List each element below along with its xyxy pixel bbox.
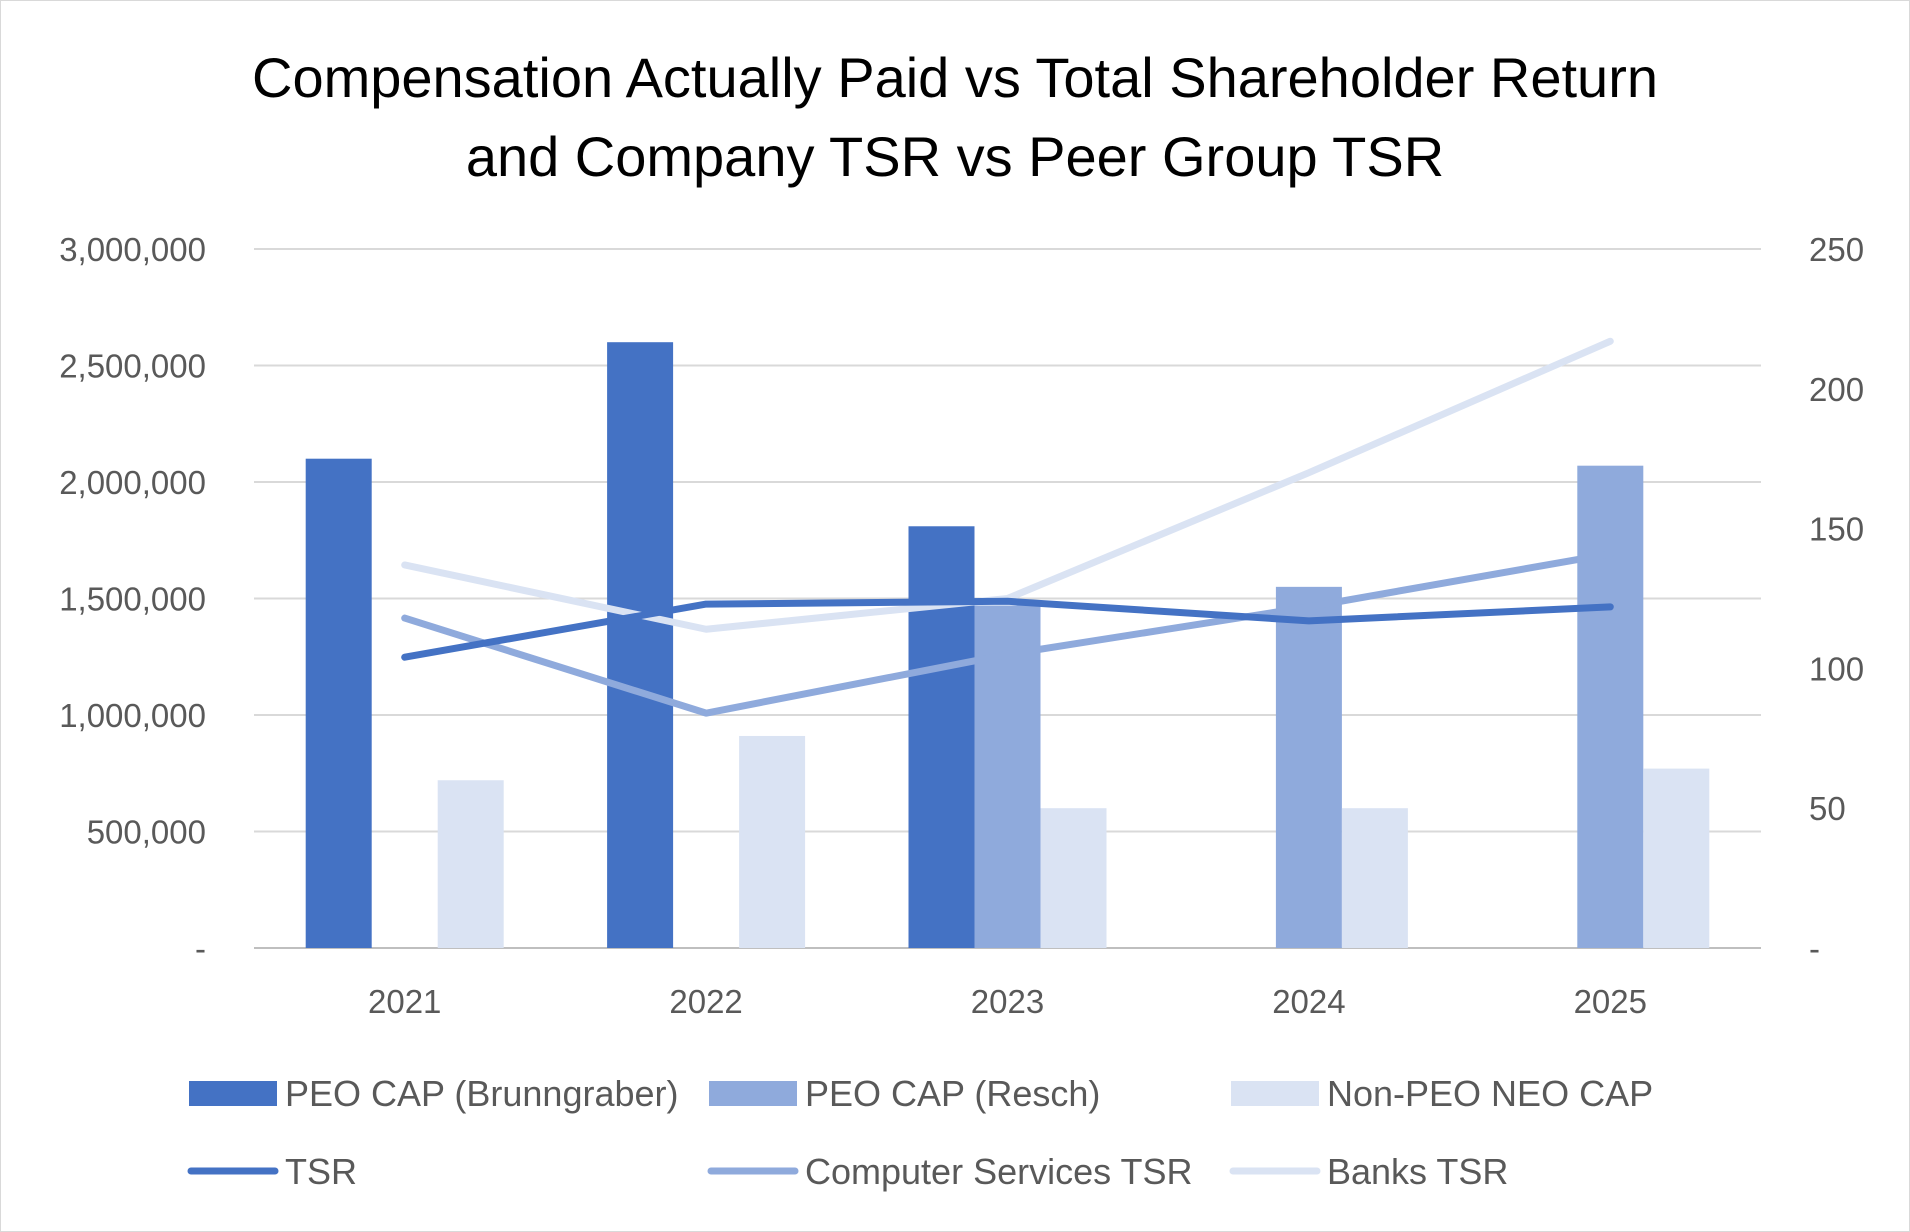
right-axis-tick-labels: - 50 100 150 200 250 [1809, 231, 1864, 967]
legend-swatch-peo-cap-brunngraber [189, 1081, 277, 1106]
line-tsr [401, 597, 1614, 661]
left-axis-tick-label: 3,000,000 [59, 231, 206, 268]
bar-non-peo-neo-cap-2023 [1040, 808, 1107, 948]
bar-peo-cap-brunngraber-2021 [305, 458, 372, 948]
x-axis-tick-label: 2024 [1272, 983, 1345, 1020]
right-axis-tick-label: 50 [1809, 790, 1846, 827]
chart-title-line-1: Compensation Actually Paid vs Total Shar… [252, 46, 1658, 109]
left-axis-tick-label: 1,000,000 [59, 697, 206, 734]
left-axis-tick-label: 2,500,000 [59, 348, 206, 385]
left-axis-tick-label: 2,000,000 [59, 464, 206, 501]
legend-label: Banks TSR [1327, 1151, 1508, 1192]
x-axis-tick-label: 2022 [669, 983, 742, 1020]
right-axis-tick-label: 100 [1809, 650, 1864, 687]
legend-label: PEO CAP (Brunngraber) [285, 1073, 679, 1114]
bar-peo-cap-brunngraber-2023 [908, 526, 975, 948]
x-axis-tick-labels: 2021 2022 2023 2024 2025 [368, 983, 1647, 1020]
bar-non-peo-neo-cap-2022 [739, 735, 806, 948]
left-axis-tick-label: 500,000 [87, 814, 206, 851]
bar-peo-cap-resch-2023 [974, 605, 1041, 948]
right-axis-tick-label: 150 [1809, 511, 1864, 548]
bar-non-peo-neo-cap-2024 [1341, 808, 1408, 948]
legend: PEO CAP (Brunngraber) PEO CAP (Resch) Non-… [187, 1073, 1653, 1192]
x-axis-tick-label: 2025 [1574, 983, 1647, 1020]
right-axis-tick-label: 200 [1809, 371, 1864, 408]
legend-swatch-peo-cap-resch [709, 1081, 797, 1106]
legend-label: PEO CAP (Resch) [805, 1073, 1100, 1114]
x-axis-tick-label: 2021 [368, 983, 441, 1020]
legend-label: TSR [285, 1151, 357, 1192]
bar-peo-cap-resch-2025 [1577, 465, 1644, 948]
x-axis-tick-label: 2023 [971, 983, 1044, 1020]
bar-peo-cap-brunngraber-2022 [607, 342, 674, 948]
legend-swatch-non-peo-neo-cap [1231, 1081, 1319, 1106]
line-series [401, 337, 1614, 717]
bar-non-peo-neo-cap-2025 [1643, 768, 1710, 948]
left-axis-tick-labels: - 500,000 1,000,000 1,500,000 2,000,000 2,500… [59, 231, 206, 967]
right-axis-tick-label: 250 [1809, 231, 1864, 268]
legend-label: Computer Services TSR [805, 1151, 1192, 1192]
right-axis-tick-label: - [1809, 930, 1820, 967]
chart-title-line-2: and Company TSR vs Peer Group TSR [466, 125, 1444, 188]
left-axis-tick-label: 1,500,000 [59, 581, 206, 618]
bar-non-peo-neo-cap-2021 [437, 780, 504, 948]
legend-label: Non-PEO NEO CAP [1327, 1073, 1653, 1114]
bar-series [305, 342, 1710, 948]
chart-title: Compensation Actually Paid vs Total Shar… [252, 46, 1658, 188]
bar-peo-cap-resch-2024 [1275, 586, 1342, 948]
line-computer-services-tsr [401, 550, 1614, 717]
left-axis-tick-label: - [195, 930, 206, 967]
